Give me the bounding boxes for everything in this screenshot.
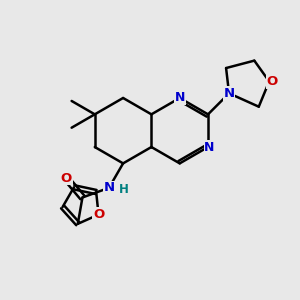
Text: N: N bbox=[175, 91, 185, 104]
Text: O: O bbox=[266, 75, 278, 88]
Text: H: H bbox=[118, 183, 128, 196]
Text: N: N bbox=[204, 140, 215, 154]
Text: N: N bbox=[103, 181, 115, 194]
Text: O: O bbox=[93, 208, 104, 221]
Text: N: N bbox=[224, 87, 235, 100]
Text: O: O bbox=[61, 172, 72, 184]
